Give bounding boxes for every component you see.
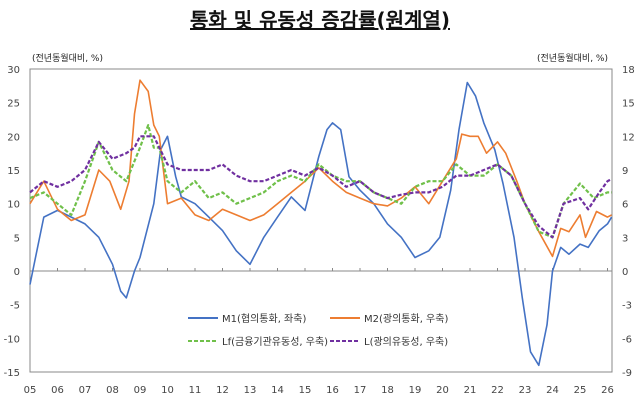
legend-label: Lf(금융기관유동성, 우축) [222, 336, 328, 348]
x-tick-label: 20 [436, 385, 449, 396]
left-tick-label: 15 [7, 166, 20, 177]
x-tick-label: 26 [601, 385, 614, 396]
left-tick-label: 5 [14, 233, 20, 244]
x-tick-label: 17 [354, 385, 367, 396]
right-tick-label: 12 [622, 132, 635, 143]
x-tick-label: 15 [299, 385, 312, 396]
right-tick-label: -3 [622, 301, 632, 312]
right-tick-label: 18 [622, 65, 635, 76]
x-tick-label: 16 [326, 385, 339, 396]
left-tick-label: 25 [7, 99, 20, 110]
legend-label: M2(광의통화, 우축) [364, 313, 448, 325]
left-tick-label: -10 [4, 334, 20, 345]
left-tick-label: -15 [4, 368, 20, 379]
series-line-2 [29, 124, 612, 239]
x-tick-label: 10 [161, 385, 174, 396]
x-tick-label: 06 [51, 385, 64, 396]
right-tick-label: 6 [622, 200, 628, 211]
x-tick-label: 09 [134, 385, 147, 396]
right-tick-label: 0 [622, 267, 628, 278]
right-tick-label: 15 [622, 99, 635, 110]
left-axis-label: (전년동월대비, %) [32, 52, 103, 64]
series-line-3 [29, 135, 613, 239]
right-tick-label: -9 [622, 368, 632, 379]
left-tick-label: 0 [14, 267, 20, 278]
left-tick-label: -5 [10, 301, 20, 312]
x-tick-label: 12 [216, 385, 229, 396]
x-tick-label: 24 [546, 385, 559, 396]
legend-label: L(광의유동성, 우축) [364, 336, 448, 348]
right-axis-label: (전년동월대비, %) [537, 52, 608, 64]
x-tick-label: 07 [79, 385, 92, 396]
series-line-0 [29, 81, 613, 367]
left-tick-label: 30 [7, 65, 20, 76]
x-tick-label: 19 [409, 385, 422, 396]
legend-label: M1(협의통화, 좌축) [222, 312, 306, 325]
chart-title: 통화 및 유동성 증감률(원계열) [190, 8, 450, 32]
x-tick-label: 05 [24, 385, 37, 396]
x-tick-label: 13 [244, 385, 257, 396]
x-tick-label: 08 [106, 385, 119, 396]
x-tick-label: 21 [464, 385, 477, 396]
right-tick-label: 3 [622, 233, 628, 244]
x-tick-label: 14 [271, 385, 284, 396]
left-tick-label: 10 [7, 200, 20, 211]
x-tick-label: 25 [574, 385, 587, 396]
left-tick-label: 20 [7, 132, 20, 143]
right-tick-label: 9 [622, 166, 628, 177]
x-tick-label: 18 [381, 385, 394, 396]
plot-frame [29, 68, 613, 373]
right-tick-label: -6 [622, 334, 632, 345]
x-tick-label: 11 [189, 385, 202, 396]
x-tick-label: 22 [491, 385, 504, 396]
x-tick-label: 23 [519, 385, 532, 396]
